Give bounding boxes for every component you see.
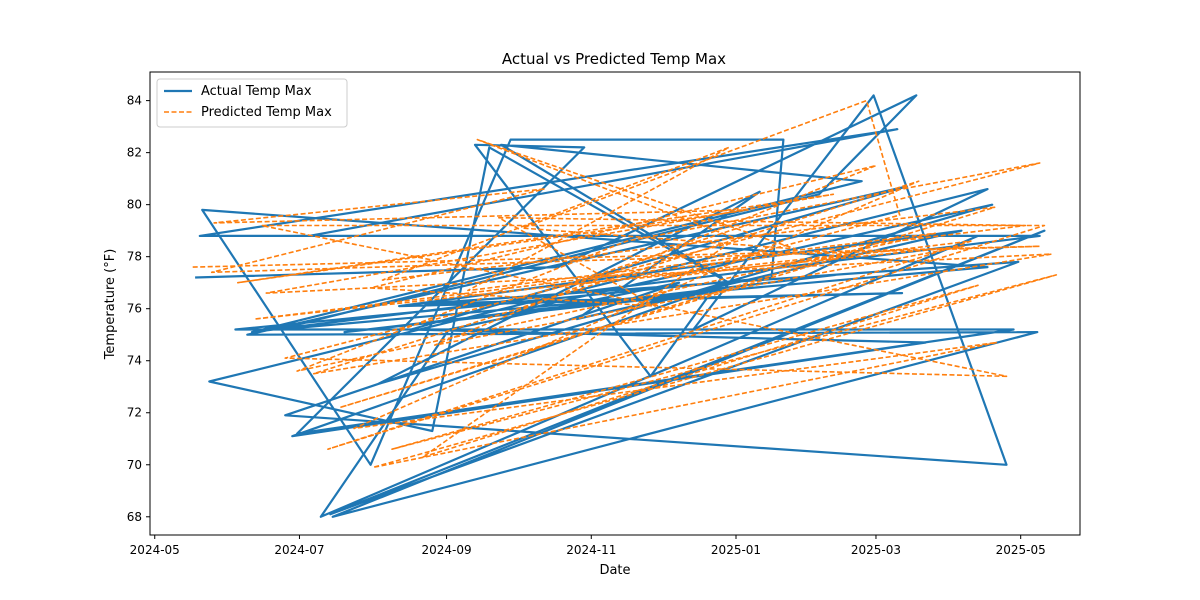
legend-box <box>156 78 348 128</box>
y-tick-label: 72 <box>127 406 142 420</box>
x-tick-label: 2024-11 <box>566 543 616 557</box>
y-tick-label: 74 <box>127 354 142 368</box>
x-tick-label: 2025-03 <box>851 543 901 557</box>
y-axis: 68 70 72 74 76 78 80 82 84 <box>127 94 150 524</box>
y-tick-label: 78 <box>127 250 142 264</box>
x-tick-label: 2025-05 <box>996 543 1046 557</box>
x-axis-label: Date <box>599 563 630 578</box>
y-tick-label: 84 <box>127 94 142 108</box>
y-tick-label: 76 <box>127 302 142 316</box>
x-tick-label: 2024-09 <box>421 543 471 557</box>
x-tick-label: 2025-01 <box>711 543 761 557</box>
x-tick-label: 2024-05 <box>130 543 180 557</box>
y-tick-label: 82 <box>127 146 142 160</box>
x-axis: 2024-05 2024-07 2024-09 2024-11 2025-01 2025-… <box>130 535 1046 557</box>
y-tick-label: 68 <box>127 510 142 524</box>
series-line-predicted <box>192 99 1058 469</box>
series-line-actual <box>195 94 1046 518</box>
legend: Actual Temp Max Predicted Temp Max <box>156 78 348 128</box>
legend-label-actual: Actual Temp Max <box>201 84 312 99</box>
x-tick-label: 2024-07 <box>274 543 324 557</box>
chart-title: Actual vs Predicted Temp Max <box>502 50 726 68</box>
y-tick-label: 70 <box>127 458 142 472</box>
y-tick-label: 80 <box>127 198 142 212</box>
series-layer <box>192 94 1058 518</box>
y-axis-label: Temperature (°F) <box>103 249 118 361</box>
plot-area-frame <box>149 71 1081 536</box>
legend-label-predicted: Predicted Temp Max <box>201 105 332 120</box>
